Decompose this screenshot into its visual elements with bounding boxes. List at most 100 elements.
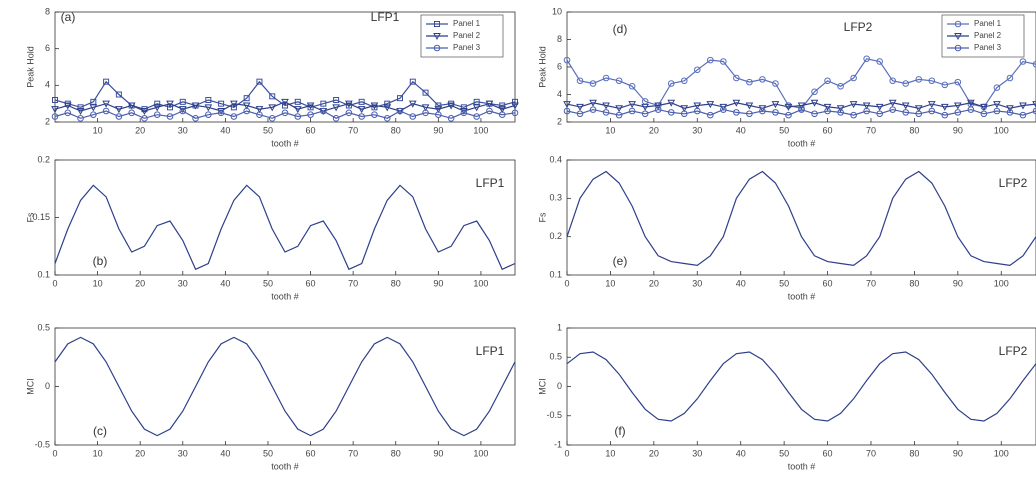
legend-label: Panel 3 — [453, 43, 481, 52]
y-tick-label: -0.5 — [546, 410, 562, 420]
marker — [498, 111, 506, 118]
marker — [345, 100, 353, 108]
marker — [421, 104, 430, 112]
marker — [435, 102, 442, 109]
marker — [255, 106, 264, 114]
x-tick-label: 70 — [348, 448, 358, 458]
x-tick-label: 0 — [52, 278, 57, 288]
marker — [485, 100, 494, 108]
marker — [667, 80, 675, 87]
marker — [281, 109, 289, 117]
marker — [615, 77, 623, 85]
marker — [51, 106, 59, 114]
legend-label: Panel 2 — [974, 31, 1002, 40]
marker — [422, 89, 429, 96]
y-tick-label: 0 — [45, 381, 50, 391]
marker — [902, 80, 910, 87]
x-tick-label: 80 — [391, 125, 401, 135]
x-tick-label: 10 — [605, 278, 615, 288]
marker — [875, 103, 884, 111]
marker — [102, 107, 110, 115]
marker — [167, 104, 173, 111]
legend-label: Panel 2 — [453, 31, 481, 40]
marker — [954, 78, 962, 86]
marker — [435, 111, 442, 118]
marker — [602, 109, 610, 116]
marker — [460, 109, 468, 117]
y-tick-label: 0.2 — [37, 154, 50, 164]
marker — [51, 113, 59, 120]
marker — [615, 111, 623, 119]
marker — [824, 77, 831, 85]
marker — [179, 107, 187, 115]
y-tick-label: 0.15 — [32, 212, 50, 222]
marker — [993, 101, 1001, 109]
x-tick-label: 30 — [178, 448, 188, 458]
panel-title: LFP1 — [476, 344, 505, 358]
marker — [1019, 102, 1027, 110]
marker — [1019, 111, 1027, 119]
marker — [889, 106, 896, 113]
marker — [422, 109, 429, 117]
x-tick-label: 40 — [736, 448, 746, 458]
marker — [166, 113, 174, 120]
y-tick-label: 0.4 — [549, 154, 562, 164]
marker — [849, 101, 858, 109]
marker — [602, 102, 610, 110]
x-tick-label: 80 — [909, 448, 919, 458]
marker — [306, 102, 315, 110]
panel: 10 20 30 40 50 60 70 80 90 100 2 4 6 8 10 tooth # Peak H… — [537, 6, 1036, 148]
marker — [837, 82, 844, 90]
marker — [383, 104, 392, 112]
marker — [680, 105, 689, 113]
y-tick-label: 0.1 — [549, 269, 562, 279]
marker — [914, 105, 923, 113]
legend-marker — [434, 21, 440, 27]
marker — [915, 110, 923, 118]
marker — [707, 56, 714, 64]
x-tick-label: 0 — [52, 448, 57, 458]
marker — [980, 103, 988, 111]
marker — [460, 108, 468, 116]
marker — [654, 106, 662, 113]
marker — [140, 108, 149, 116]
marker — [771, 101, 780, 109]
x-tick-label: 30 — [178, 278, 188, 288]
marker — [824, 107, 831, 115]
marker — [850, 111, 857, 119]
marker — [576, 103, 584, 111]
marker — [293, 106, 302, 114]
y-axis-label: Fs — [537, 212, 547, 222]
marker — [408, 100, 417, 108]
marker — [759, 76, 766, 83]
plot-frame — [54, 11, 516, 123]
x-tick-label: 50 — [263, 448, 273, 458]
marker — [641, 103, 650, 111]
x-tick-label: 60 — [306, 448, 316, 458]
marker — [384, 100, 391, 107]
marker — [628, 82, 636, 90]
panel: 0 10 20 30 40 50 60 70 80 90 100 0.1 0.2 0.3 0.4 tooth … — [537, 154, 1036, 301]
marker — [473, 113, 480, 120]
x-tick-label: 20 — [135, 278, 145, 288]
marker — [320, 100, 327, 107]
x-tick-label: 80 — [391, 448, 401, 458]
x-tick-label: 10 — [605, 125, 615, 135]
marker — [243, 107, 250, 115]
marker — [371, 104, 378, 111]
marker — [294, 113, 302, 120]
marker — [320, 107, 327, 115]
marker — [889, 77, 896, 85]
marker — [294, 98, 301, 105]
marker — [230, 113, 238, 120]
marker — [810, 99, 819, 107]
y-tick-label: 8 — [557, 34, 562, 44]
marker — [486, 107, 493, 115]
y-tick-label: 10 — [552, 6, 562, 16]
marker — [563, 56, 571, 64]
x-tick-label: 90 — [953, 448, 963, 458]
marker — [602, 74, 610, 82]
marker — [333, 97, 340, 103]
marker — [499, 102, 506, 109]
